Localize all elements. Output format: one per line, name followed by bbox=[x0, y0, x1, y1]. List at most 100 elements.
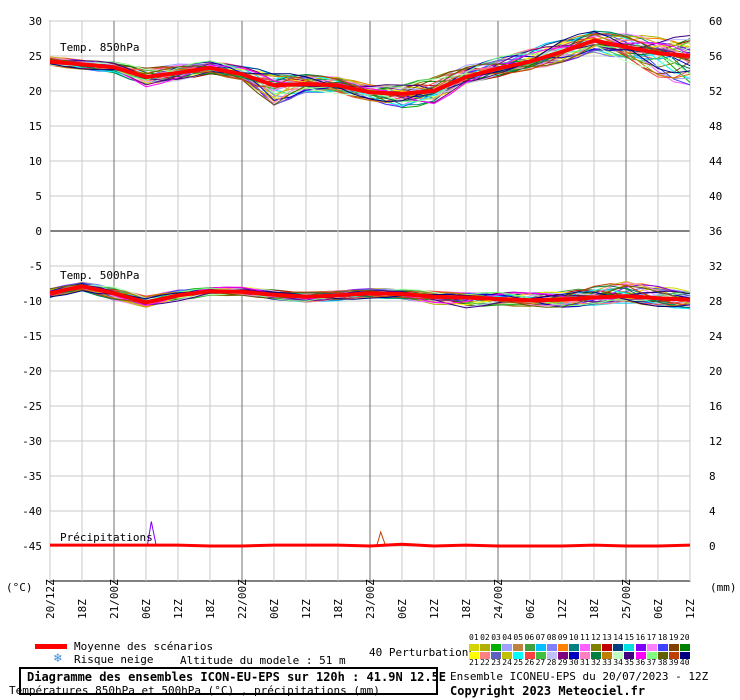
perturbation-number: 20 bbox=[679, 633, 690, 642]
perturbation-swatch bbox=[613, 644, 624, 651]
y-tick-left: -35 bbox=[22, 470, 42, 483]
perturbation-swatch bbox=[469, 644, 479, 651]
panel-label-precip: Précipitations bbox=[60, 531, 153, 544]
perturbation-number: 09 bbox=[557, 633, 568, 642]
x-tick-label: 06Z bbox=[140, 599, 153, 619]
y-tick-left: 30 bbox=[29, 15, 42, 28]
perturbation-swatch bbox=[624, 652, 635, 659]
perturbation-number: 10 bbox=[568, 633, 579, 642]
perturbation-number: 29 bbox=[557, 658, 568, 667]
perturbation-swatch bbox=[668, 644, 679, 651]
y-tick-left: -40 bbox=[22, 505, 42, 518]
perturbation-number: 02 bbox=[480, 633, 490, 642]
perturbation-swatch bbox=[613, 652, 624, 659]
y-tick-right: 40 bbox=[709, 190, 722, 203]
perturbation-number: 35 bbox=[624, 658, 635, 667]
perturbation-number: 40 bbox=[679, 658, 690, 667]
x-tick-label: 06Z bbox=[268, 599, 281, 619]
x-tick-label: 18Z bbox=[588, 599, 601, 619]
perturbation-swatch bbox=[624, 644, 635, 651]
panel-label-t850: Temp. 850hPa bbox=[60, 41, 139, 54]
perturbation-swatch bbox=[580, 644, 590, 651]
perturbation-swatch bbox=[480, 644, 491, 651]
perturbation-number: 19 bbox=[668, 633, 679, 642]
perturbation-number: 18 bbox=[657, 633, 668, 642]
perturbation-swatch bbox=[602, 644, 613, 651]
perturbation-swatch bbox=[480, 652, 491, 659]
perturbation-number: 26 bbox=[524, 658, 535, 667]
mean-line-t500 bbox=[49, 284, 691, 305]
perturbation-swatch bbox=[557, 644, 568, 651]
perturbation-swatch bbox=[602, 652, 613, 659]
y-tick-left: 25 bbox=[29, 50, 42, 63]
y-tick-left: -45 bbox=[22, 540, 42, 553]
perturbation-number: 05 bbox=[513, 633, 524, 642]
ensemble-mean-lines bbox=[49, 38, 691, 548]
perturbation-number: 15 bbox=[624, 633, 635, 642]
perturbation-number: 27 bbox=[535, 658, 546, 667]
perturbation-number: 01 bbox=[469, 633, 479, 642]
mean-legend-swatch bbox=[35, 644, 67, 649]
x-tick-label: 12Z bbox=[428, 599, 441, 619]
x-tick-label: 23/00Z bbox=[364, 579, 377, 619]
y-tick-left: 20 bbox=[29, 85, 42, 98]
y-tick-right: 16 bbox=[709, 400, 722, 413]
x-tick-label: 06Z bbox=[652, 599, 665, 619]
y-tick-right: 60 bbox=[709, 15, 722, 28]
snow-legend-label: Risque neige bbox=[74, 653, 154, 666]
perturbation-swatch bbox=[657, 644, 668, 651]
perturbation-swatch bbox=[679, 652, 690, 659]
y-tick-right: 52 bbox=[709, 85, 722, 98]
altitude-label: Altitude du modele : 51 m bbox=[180, 654, 346, 667]
mean-line-t850 bbox=[49, 38, 691, 96]
chart-title: Diagramme des ensembles ICON-EU-EPS sur … bbox=[27, 670, 447, 684]
perturbation-swatch bbox=[491, 644, 502, 651]
perturbation-number: 33 bbox=[602, 658, 612, 667]
mean-legend-label: Moyenne des scénarios bbox=[74, 640, 214, 653]
y-tick-right: 36 bbox=[709, 225, 722, 238]
perturbation-number: 13 bbox=[602, 633, 612, 642]
ensemble-info: Ensemble ICONEU-EPS du 20/07/2023 - 12Z bbox=[450, 670, 709, 683]
y-tick-left: -20 bbox=[22, 365, 42, 378]
perturbation-swatch bbox=[591, 652, 602, 659]
perturbation-number: 31 bbox=[580, 658, 590, 667]
perturbation-swatch bbox=[591, 644, 602, 651]
perturbations-label: 40 Perturbations bbox=[369, 646, 475, 659]
y-tick-right: 8 bbox=[709, 470, 716, 483]
perturbation-number: 24 bbox=[502, 658, 512, 667]
member-line bbox=[49, 35, 691, 91]
perturbation-swatch bbox=[580, 652, 590, 659]
x-tick-label: 12Z bbox=[556, 599, 569, 619]
y-tick-right: 20 bbox=[709, 365, 722, 378]
x-tick-label: 06Z bbox=[396, 599, 409, 619]
perturbation-number: 25 bbox=[513, 658, 524, 667]
perturbation-number: 11 bbox=[580, 633, 590, 642]
perturbation-number: 07 bbox=[535, 633, 546, 642]
perturbation-swatch bbox=[657, 652, 668, 659]
perturbation-number: 04 bbox=[502, 633, 512, 642]
y-tick-right: 48 bbox=[709, 120, 722, 133]
perturbation-swatch bbox=[546, 652, 557, 659]
perturbation-swatch bbox=[646, 652, 657, 659]
x-tick-label: 21/00Z bbox=[108, 579, 121, 619]
perturbation-swatch bbox=[635, 652, 646, 659]
perturbation-number: 32 bbox=[591, 658, 601, 667]
y-tick-left: 10 bbox=[29, 155, 42, 168]
panel-label-t500: Temp. 500hPa bbox=[60, 269, 139, 282]
copyright: Copyright 2023 Meteociel.fr bbox=[450, 684, 646, 698]
x-tick-label: 22/00Z bbox=[236, 579, 249, 619]
perturbation-number: 08 bbox=[546, 633, 557, 642]
perturbation-swatch bbox=[557, 652, 568, 659]
perturbation-number: 28 bbox=[546, 658, 557, 667]
perturbation-number: 37 bbox=[646, 658, 657, 667]
perturbation-swatch bbox=[679, 644, 690, 651]
precip-spike bbox=[376, 530, 387, 547]
perturbation-swatch bbox=[502, 644, 513, 651]
y-tick-left: 0 bbox=[35, 225, 42, 238]
perturbation-number: 03 bbox=[491, 633, 501, 642]
perturbation-swatch bbox=[491, 652, 502, 659]
mean-line-precip bbox=[50, 542, 691, 548]
perturbation-swatch bbox=[469, 652, 479, 659]
perturbation-swatch bbox=[668, 652, 679, 659]
